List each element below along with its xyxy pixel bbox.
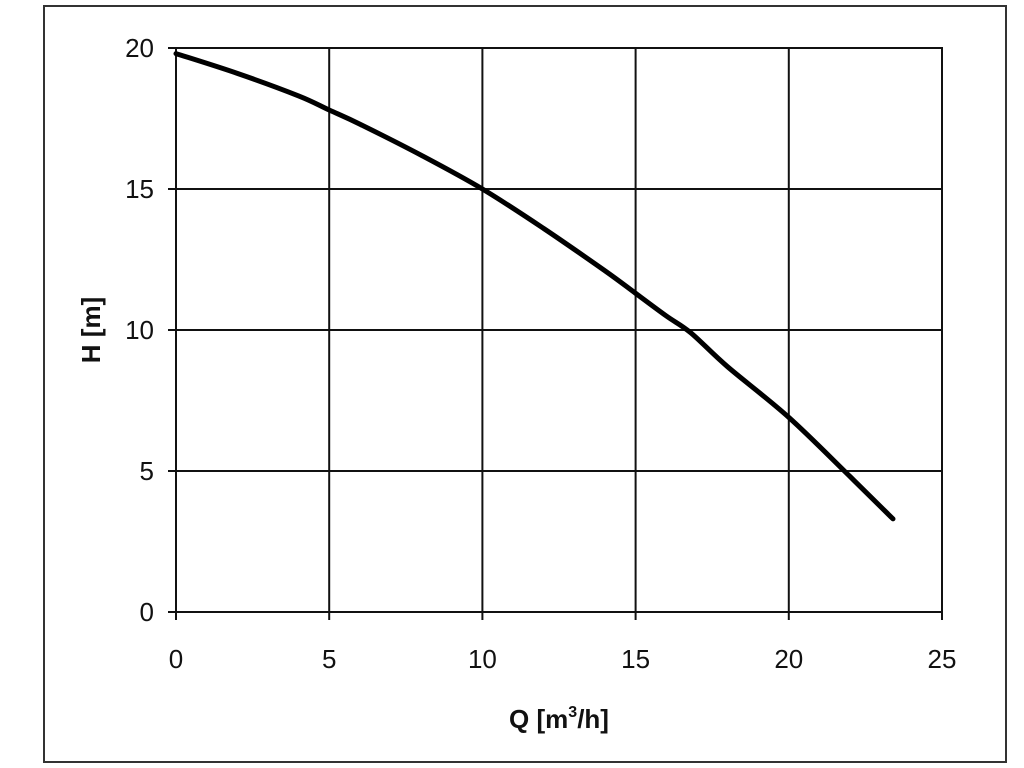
- x-tick-label: 20: [774, 644, 803, 674]
- x-tick-label: 5: [322, 644, 336, 674]
- y-tick-label: 15: [125, 174, 154, 204]
- plot-area-border: [175, 47, 943, 613]
- y-tick-label: 5: [140, 456, 154, 486]
- outer-frame: [43, 5, 1007, 763]
- y-tick-label: 20: [125, 33, 154, 63]
- x-tick-label: 10: [468, 644, 497, 674]
- series-line: [173, 51, 896, 522]
- tick-labels: 0 5 10 15 20 25 0 5 10 15 20: [125, 33, 956, 674]
- x-axis-title: Q [m3/h]: [509, 704, 609, 734]
- x-tick-label: 0: [169, 644, 183, 674]
- x-tick-label: 15: [621, 644, 650, 674]
- x-axis-title-superscript: 3: [568, 704, 577, 721]
- y-axis-title: H [m]: [76, 297, 106, 363]
- y-tick-label: 10: [125, 315, 154, 345]
- x-tick-label: 25: [928, 644, 957, 674]
- x-axis-title-prefix: Q [m: [509, 704, 568, 734]
- y-tick-label: 0: [140, 597, 154, 627]
- x-axis-title-suffix: /h]: [577, 704, 609, 734]
- series-group: [173, 51, 896, 522]
